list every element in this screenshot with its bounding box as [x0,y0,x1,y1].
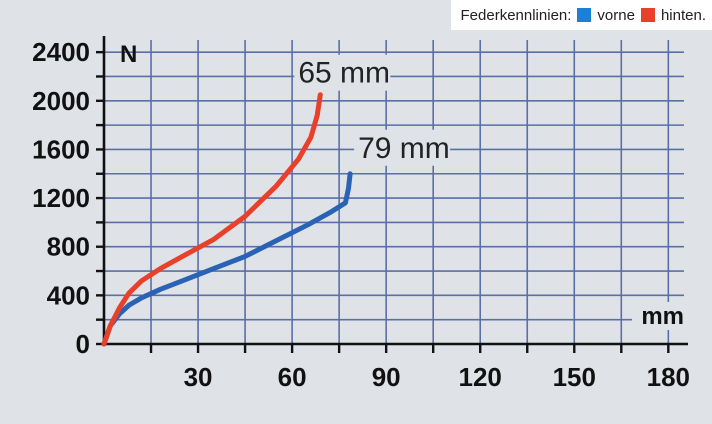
legend-label-hinten: hinten. [660,6,706,24]
annotation-79mm-bg [354,129,451,166]
legend-swatch-vorne [577,8,592,22]
x-tick-label: 180 [647,362,690,392]
legend-swatch-hinten [640,8,655,22]
x-tick-label: 30 [184,362,213,392]
annotation-65mm: 65 mm [298,57,390,90]
x-axis-label: mm [641,303,684,330]
y-tick-label: 400 [47,280,90,310]
y-tick-label: 1200 [32,183,90,213]
y-tick-label: 0 [76,329,90,359]
curve-hinten [101,92,323,347]
y-tick-label: 2400 [32,37,90,67]
x-tick-label: 90 [372,362,401,392]
y-tick-label: 2000 [32,86,90,116]
y-axis-label: N [120,41,137,68]
legend: Federkennlinien: vorne hinten. [450,0,712,30]
annotation-65mm-bg [294,54,391,91]
curve-vorne [101,171,353,347]
x-axis-label-bg [632,302,684,330]
annotation-79mm: 79 mm [358,132,450,165]
legend-label-vorne: vorne [597,6,635,24]
legend-title: Federkennlinien: [460,6,572,24]
y-tick-label: 800 [47,232,90,262]
y-tick-label: 1600 [32,134,90,164]
x-tick-label: 150 [553,362,596,392]
x-tick-label: 120 [459,362,502,392]
x-tick-label: 60 [278,362,307,392]
